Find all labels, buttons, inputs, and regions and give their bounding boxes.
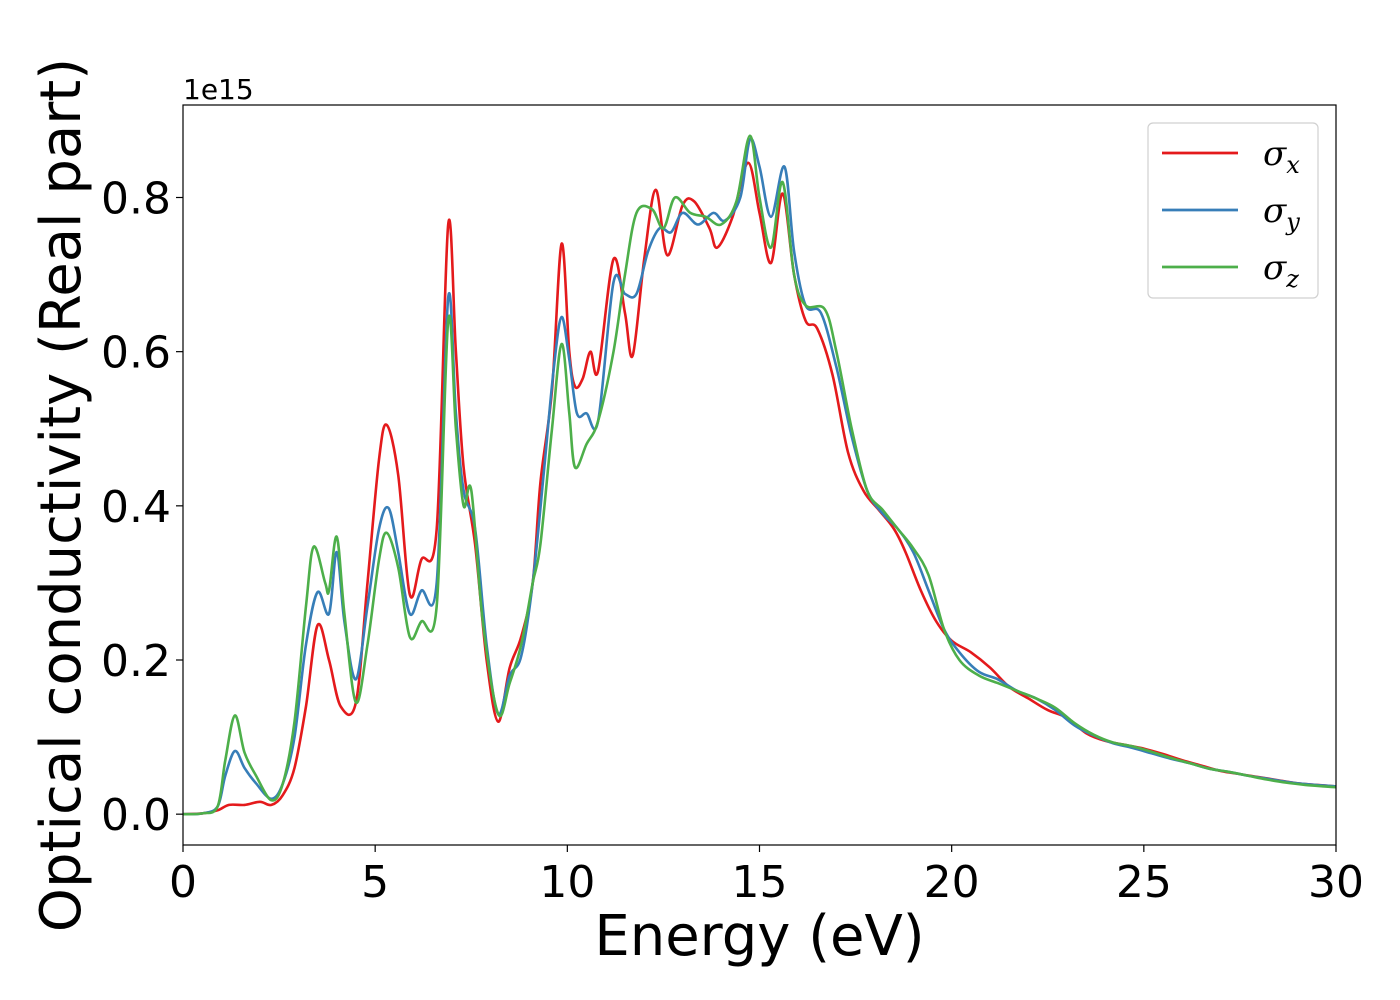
y-tick-label: 0.6 [101, 328, 171, 379]
legend-symbol: σ [1263, 134, 1287, 174]
y-tick-label: 0.0 [101, 790, 171, 841]
x-tick-label: 25 [1116, 857, 1172, 908]
legend-symbol: σ [1263, 248, 1287, 288]
series-layer [183, 134, 1336, 816]
legend-symbol: σ [1263, 191, 1287, 231]
y-offset-label: 1e15 [183, 73, 254, 106]
legend-subscript: y [1285, 208, 1300, 236]
x-axis-title: Energy (eV) [594, 904, 924, 969]
y-tick-label: 0.2 [101, 636, 171, 687]
x-tick-label: 5 [361, 857, 389, 908]
y-axis: 0.0 0.2 0.4 0.6 0.8 [101, 174, 183, 841]
legend-label-y: σy [1263, 191, 1300, 236]
y-tick-label: 0.4 [101, 482, 171, 533]
y-axis-title: Optical conductivity (Real part) [29, 58, 94, 932]
series-line-z [183, 134, 1336, 816]
x-tick-label: 15 [732, 857, 788, 908]
x-axis: 0 5 10 15 20 25 30 [169, 845, 1364, 908]
x-tick-label: 30 [1308, 857, 1364, 908]
legend-subscript: z [1285, 265, 1299, 293]
y-tick-label: 0.8 [101, 174, 171, 225]
legend-subscript: x [1286, 151, 1300, 179]
legend-label-z: σz [1263, 248, 1299, 293]
x-tick-label: 10 [539, 857, 595, 908]
x-tick-label: 0 [169, 857, 197, 908]
x-tick-label: 20 [924, 857, 980, 908]
series-line-x [183, 161, 1336, 816]
legend-label-x: σx [1263, 134, 1300, 179]
